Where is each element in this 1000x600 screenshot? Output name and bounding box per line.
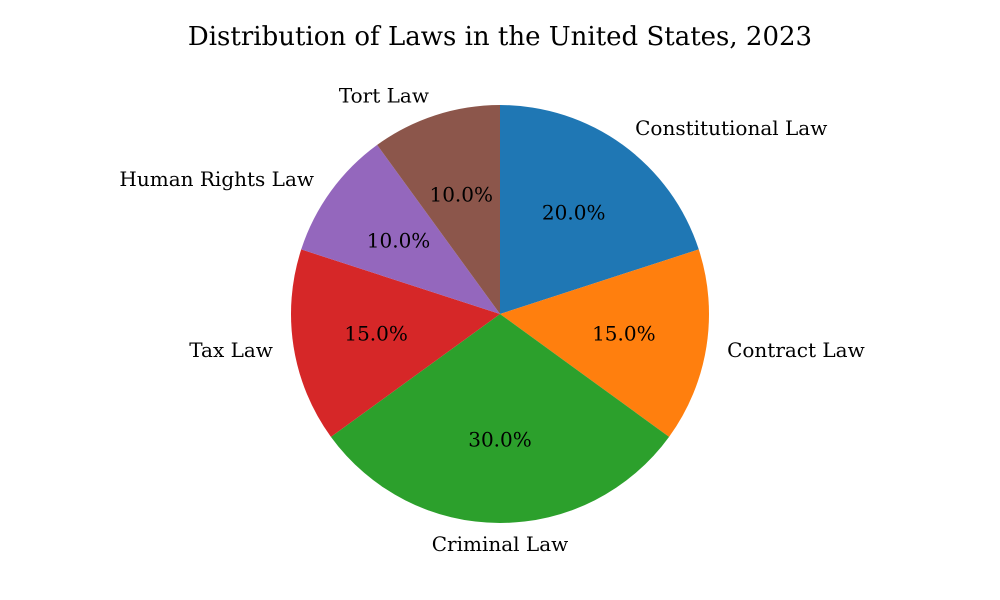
slice-percent-tax-law: 15.0% [344, 322, 408, 346]
pie-slices [291, 105, 709, 523]
slice-percent-constitutional-law: 20.0% [542, 201, 606, 225]
pie-slice-tax-law [291, 249, 500, 437]
slice-percent-criminal-law: 30.0% [468, 427, 532, 451]
slice-percent-tort-law: 10.0% [429, 183, 493, 207]
slice-label-constitutional-law: Constitutional Law [635, 116, 827, 140]
pie-slice-human-rights-law [301, 144, 500, 314]
slice-label-contract-law: Contract Law [727, 338, 865, 362]
slice-percent-human-rights-law: 10.0% [367, 228, 431, 252]
slice-label-human-rights-law: Human Rights Law [119, 167, 314, 191]
pie-labels: Constitutional Law 20.0% Contract Law 15.0%… [119, 83, 864, 556]
pie-slice-criminal-law [330, 314, 670, 523]
pie-slice-contract-law [500, 249, 709, 437]
slice-percent-contract-law: 15.0% [592, 322, 656, 346]
pie-slice-constitutional-law [500, 105, 699, 314]
slice-label-tax-law: Tax Law [189, 338, 273, 362]
chart-title: Distribution of Laws in the United State… [188, 22, 812, 52]
slice-label-tort-law: Tort Law [339, 83, 429, 107]
slice-label-criminal-law: Criminal Law [432, 532, 569, 556]
pie-slice-tort-law [377, 105, 500, 314]
